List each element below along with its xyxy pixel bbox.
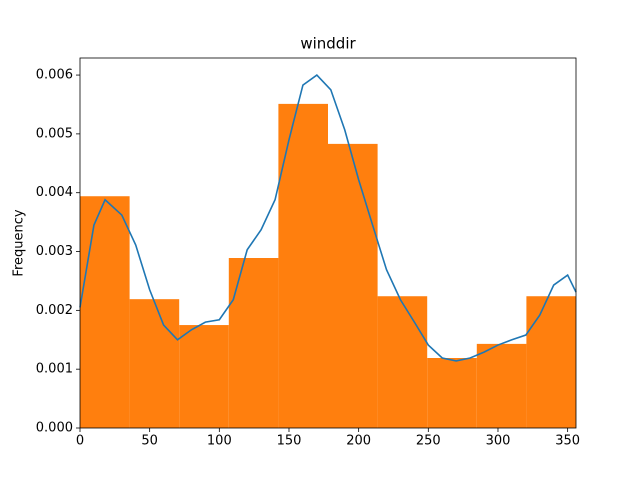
- y-tick-label: 0.001: [36, 362, 73, 377]
- y-tick-label: 0.002: [36, 303, 73, 318]
- x-tick-label: 300: [486, 434, 511, 449]
- x-tick-label: 200: [346, 434, 371, 449]
- y-tick-label: 0.006: [36, 68, 73, 83]
- bar: [476, 343, 527, 428]
- x-tick-label: 0: [76, 434, 84, 449]
- bar: [526, 296, 576, 428]
- bar: [278, 103, 328, 428]
- x-tick-label: 350: [555, 434, 580, 449]
- x-tick-label: 250: [416, 434, 441, 449]
- y-tick-label: 0.004: [36, 185, 73, 200]
- x-tick-label: 100: [207, 434, 232, 449]
- x-tick-label: 150: [277, 434, 302, 449]
- chart-title: winddir: [300, 35, 356, 53]
- bar: [427, 358, 477, 428]
- bar: [129, 299, 180, 428]
- y-tick-label: 0.003: [36, 244, 73, 259]
- bar: [228, 258, 279, 428]
- bar: [328, 143, 378, 428]
- y-tick-label: 0.005: [36, 126, 73, 141]
- bar: [377, 296, 428, 428]
- plot-frame: [79, 57, 577, 429]
- y-tick-label: 0.000: [36, 421, 73, 436]
- x-tick-label: 50: [141, 434, 158, 449]
- kde-line: [79, 74, 577, 362]
- y-axis-label: Frequency: [12, 209, 27, 276]
- bar: [80, 196, 130, 428]
- bar: [179, 325, 229, 428]
